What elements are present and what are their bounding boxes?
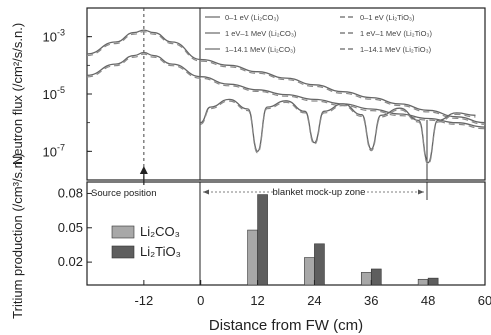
flux-y-label: Neutron flux (/cm²/s/s.n.) xyxy=(10,23,25,165)
blanket-zone-label-bg xyxy=(274,186,364,198)
tritium-legend-label-0: Li₂CO₃ xyxy=(140,224,180,239)
tritium-bar-0-48 xyxy=(417,278,429,286)
tritium-plot-frame xyxy=(86,181,486,286)
tritium-bar-1-24 xyxy=(314,243,325,286)
tritium-legend-label-1: Li₂TiO₃ xyxy=(140,244,181,259)
tritium-bar-1-48 xyxy=(427,277,439,286)
tritium-legend-swatch-0 xyxy=(111,225,135,239)
tritium-bar-0-36 xyxy=(360,272,372,286)
flux-legend-label-2: 1–14.1 MeV (Li₂CO₃) xyxy=(225,45,296,54)
x-tick-label-2: 12 xyxy=(250,293,264,308)
tritium-y-ticks: 0.02 0.05 0.08 xyxy=(58,185,92,269)
blanket-zone-arrow-left xyxy=(203,189,209,195)
flux-legend-label-1: 1 eV–1 MeV (Li₂CO₃) xyxy=(225,29,297,38)
x-tick-label-3: 24 xyxy=(307,293,321,308)
tritium-bar-0-12 xyxy=(247,229,258,286)
tritium-bar-0-24 xyxy=(304,257,315,286)
tritium-y-tick-label-1: 0.05 xyxy=(58,220,83,235)
x-tick-label-0: -12 xyxy=(134,293,153,308)
flux-y-ticks: 10-3 10-5 10-7 xyxy=(43,7,92,181)
tritium-y-label: Tritium production (/cm³/s.n.) xyxy=(10,153,25,319)
x-tick-label-5: 48 xyxy=(421,293,435,308)
flux-y-tick-exp-2: -7 xyxy=(57,142,65,152)
tritium-y-tick-label-2: 0.08 xyxy=(58,185,83,200)
tritium-panel: Source position blanket mock-up zone 0.0… xyxy=(10,153,491,334)
x-tick-label-4: 36 xyxy=(364,293,378,308)
x-tick-label-6: 60 xyxy=(478,293,491,308)
flux-curve-dashed-1 xyxy=(86,53,486,130)
tritium-bars xyxy=(247,194,439,286)
source-position-label: Source position xyxy=(91,188,156,199)
flux-y-tick-exp-1: -5 xyxy=(57,85,65,95)
flux-y-tick-label-0: 10-3 xyxy=(43,28,65,45)
flux-legend-label-0: 0–1 eV (Li₂CO₃) xyxy=(225,13,279,22)
x-axis-label: Distance from FW (cm) xyxy=(209,317,363,334)
tritium-bar-1-12 xyxy=(257,194,268,286)
source-arrow-head xyxy=(139,166,148,174)
flux-curve-solid-2 xyxy=(200,98,476,164)
tritium-legend-swatch-1 xyxy=(111,245,135,259)
flux-curve-solid-0 xyxy=(86,29,486,124)
flux-legend-label-3: 0–1 eV (Li₂TiO₃) xyxy=(360,13,415,22)
flux-curve-dashed-2 xyxy=(200,100,476,165)
flux-panel: 10-3 10-5 10-7 0–1 eV (Li₂CO₃) 1 eV–1 MeV (… xyxy=(10,7,486,181)
flux-series xyxy=(86,29,486,165)
blanket-zone-label: blanket mock-up zone xyxy=(273,187,366,198)
x-tick-label-1: 0 xyxy=(197,293,204,308)
tritium-y-tick-label-0: 0.02 xyxy=(58,254,83,269)
blanket-zone-marker: blanket mock-up zone xyxy=(203,186,424,198)
flux-y-tick-exp-0: -3 xyxy=(57,28,65,38)
flux-curve-solid-1 xyxy=(86,51,486,128)
flux-legend-label-4: 1 eV–1 MeV (Li₂TiO₃) xyxy=(360,29,432,38)
flux-y-tick-label-2: 10-7 xyxy=(43,142,65,159)
flux-y-tick-label-1: 10-5 xyxy=(43,85,65,102)
tritium-bar-1-36 xyxy=(370,268,382,286)
flux-legend: 0–1 eV (Li₂CO₃) 1 eV–1 MeV (Li₂CO₃) 1–14.1… xyxy=(205,13,432,54)
flux-curve-dashed-0 xyxy=(86,31,486,125)
flux-legend-label-5: 1–14.1 MeV (Li₂TiO₃) xyxy=(360,45,432,54)
tritium-legend: Li₂CO₃ Li₂TiO₃ xyxy=(111,224,181,259)
x-ticks: -12 0 12 24 36 48 60 xyxy=(134,280,491,308)
blanket-zone-arrow-right xyxy=(418,189,424,195)
